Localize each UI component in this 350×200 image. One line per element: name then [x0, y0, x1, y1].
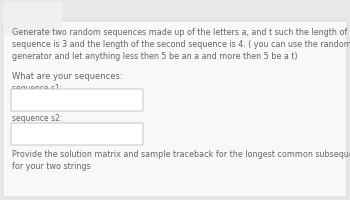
FancyBboxPatch shape [11, 89, 143, 111]
FancyBboxPatch shape [3, 21, 347, 197]
Text: Provide the solution matrix and sample traceback for the longest common subseque: Provide the solution matrix and sample t… [12, 150, 350, 171]
Text: sequence s2:: sequence s2: [12, 114, 62, 123]
Text: What are your sequences:: What are your sequences: [12, 72, 122, 81]
FancyBboxPatch shape [11, 123, 143, 145]
Text: Generate two random sequences made up of the letters a, and t such the length of: Generate two random sequences made up of… [12, 28, 350, 61]
FancyBboxPatch shape [3, 2, 62, 34]
Text: sequence s1:: sequence s1: [12, 84, 62, 93]
